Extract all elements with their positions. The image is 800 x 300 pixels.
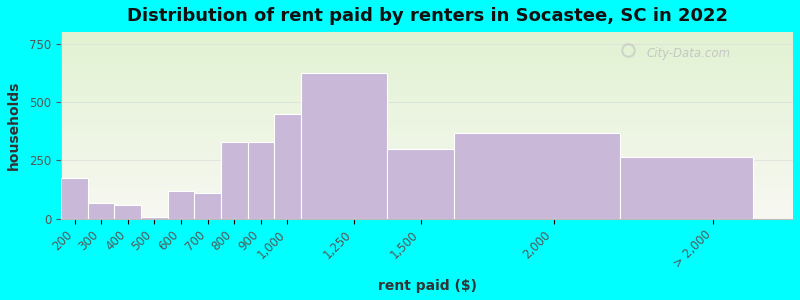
Bar [88, 203, 114, 219]
Bar [114, 205, 141, 219]
X-axis label: rent paid ($): rent paid ($) [378, 279, 477, 293]
Bar [141, 218, 168, 219]
Bar [194, 193, 221, 219]
Bar [454, 134, 620, 219]
Bar [168, 190, 194, 219]
Bar [62, 178, 88, 219]
Bar [620, 157, 753, 219]
Title: Distribution of rent paid by renters in Socastee, SC in 2022: Distribution of rent paid by renters in … [126, 7, 728, 25]
Text: City-Data.com: City-Data.com [646, 47, 731, 60]
Bar [274, 114, 301, 219]
Y-axis label: households: households [7, 81, 21, 170]
Bar [247, 142, 274, 219]
Bar [301, 73, 387, 219]
Bar [221, 142, 247, 219]
Bar [387, 148, 454, 219]
